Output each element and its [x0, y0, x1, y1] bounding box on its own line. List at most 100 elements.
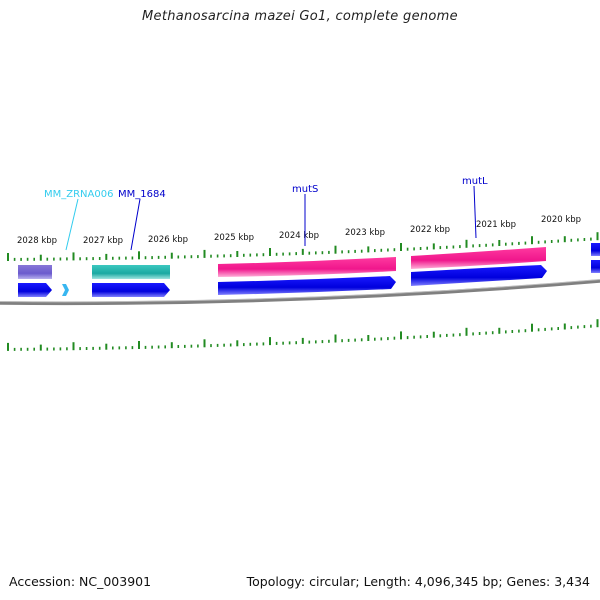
inner-tick [537, 328, 540, 332]
outer-tick [223, 254, 225, 258]
inner-tick [243, 343, 245, 347]
inner-tick [531, 323, 533, 332]
inner-tick [282, 341, 284, 345]
inner-tick [275, 341, 278, 345]
cds-arrow-1[interactable] [18, 283, 52, 297]
outer-tick [341, 250, 343, 254]
cds-arrow-muts[interactable] [218, 276, 396, 295]
inner-tick [452, 333, 455, 337]
outer-tick [288, 252, 291, 256]
outer-tick [105, 253, 108, 260]
inner-tick [59, 347, 62, 351]
inner-tick [328, 339, 330, 343]
gene-feature-edge[interactable] [591, 243, 600, 256]
leader-line-mutl [473, 185, 477, 239]
outer-tick [282, 252, 284, 256]
scale-label-2026: 2026 kbp [148, 235, 188, 245]
scale-label-2020: 2020 kbp [541, 215, 581, 225]
inner-tick [295, 341, 297, 345]
outer-tick [360, 249, 363, 253]
outer-tick [315, 251, 317, 255]
outer-tick [46, 257, 49, 261]
inner-tick [439, 334, 442, 338]
genome-summary: Topology: circular; Length: 4,096,345 bp… [246, 574, 590, 589]
outer-tick [544, 240, 546, 244]
gene-feature-muts[interactable] [218, 257, 396, 277]
inner-tick [511, 330, 514, 333]
scale-label-2028: 2028 kbp [17, 236, 57, 246]
accession-label: Accession: NC_003901 [9, 574, 152, 589]
outer-tick [170, 252, 173, 259]
outer-tick [262, 253, 265, 257]
inner-tick [360, 338, 363, 342]
outer-tick [308, 251, 311, 255]
gene-label-muts[interactable]: mutS [292, 184, 318, 195]
outer-tick [301, 248, 304, 255]
outer-tick [13, 257, 16, 261]
inner-tick [354, 338, 356, 342]
outer-tick [144, 256, 147, 260]
scale-ticks-outer [7, 232, 599, 261]
inner-tick [550, 327, 553, 331]
gene-feature-mm1684[interactable] [92, 265, 170, 279]
gene-label-mm1684[interactable]: MM_1684 [118, 189, 166, 200]
scale-label-2023: 2023 kbp [345, 228, 385, 238]
outer-tick [511, 242, 514, 246]
cds-arrow-mm1684[interactable] [92, 283, 170, 297]
inner-tick [315, 340, 317, 344]
inner-tick [170, 342, 173, 349]
inner-tick [249, 342, 252, 346]
inner-tick [321, 340, 324, 344]
gene-feature-mutl[interactable] [411, 247, 546, 269]
inner-tick [164, 345, 166, 349]
inner-tick [53, 347, 55, 351]
rna-feature-arrow[interactable] [62, 284, 69, 296]
outer-tick [459, 245, 461, 249]
outer-tick [393, 248, 396, 252]
outer-tick [524, 241, 527, 245]
inner-tick [426, 335, 428, 338]
inner-tick [491, 331, 494, 335]
inner-tick [301, 337, 304, 344]
outer-tick [197, 255, 199, 259]
outer-tick [164, 255, 166, 259]
inner-tick [26, 347, 29, 351]
inner-tick [157, 345, 160, 349]
inner-tick [393, 336, 396, 340]
inner-tick [223, 343, 225, 347]
inner-tick [400, 331, 402, 340]
inner-tick [446, 333, 448, 337]
inner-tick [216, 343, 219, 347]
outer-tick [138, 251, 140, 260]
genome-backbone [0, 279, 600, 306]
leader-line-zrna [65, 198, 79, 251]
outer-tick [446, 245, 448, 249]
gene-label-mutl[interactable]: mutL [462, 176, 488, 187]
cds-arrow-mutl[interactable] [411, 265, 547, 286]
inner-tick [583, 325, 586, 329]
outer-tick [125, 256, 127, 260]
outer-tick [321, 251, 324, 255]
inner-tick [465, 327, 468, 336]
outer-tick [498, 240, 501, 246]
inner-tick [347, 338, 350, 342]
gene-label-zrna[interactable]: MM_ZRNA006 [44, 189, 113, 200]
inner-tick [112, 346, 114, 350]
outer-tick [112, 256, 114, 260]
inner-tick [406, 336, 409, 340]
outer-tick [432, 243, 435, 250]
inner-tick [432, 331, 435, 338]
outer-tick [426, 246, 428, 250]
outer-tick [472, 244, 474, 248]
inner-tick [367, 335, 370, 341]
inner-tick [236, 340, 239, 347]
outer-tick [210, 254, 212, 258]
map-title: Methanosarcina mazei Go1, complete genom… [142, 9, 458, 24]
outer-tick [465, 239, 468, 248]
inner-tick [13, 347, 16, 351]
inner-tick [544, 327, 546, 331]
genome-backbone-highlight [0, 279, 600, 303]
cds-arrow-edge[interactable] [591, 260, 600, 273]
scale-label-2021: 2021 kbp [476, 220, 516, 230]
gene-feature-purple[interactable] [18, 265, 52, 279]
